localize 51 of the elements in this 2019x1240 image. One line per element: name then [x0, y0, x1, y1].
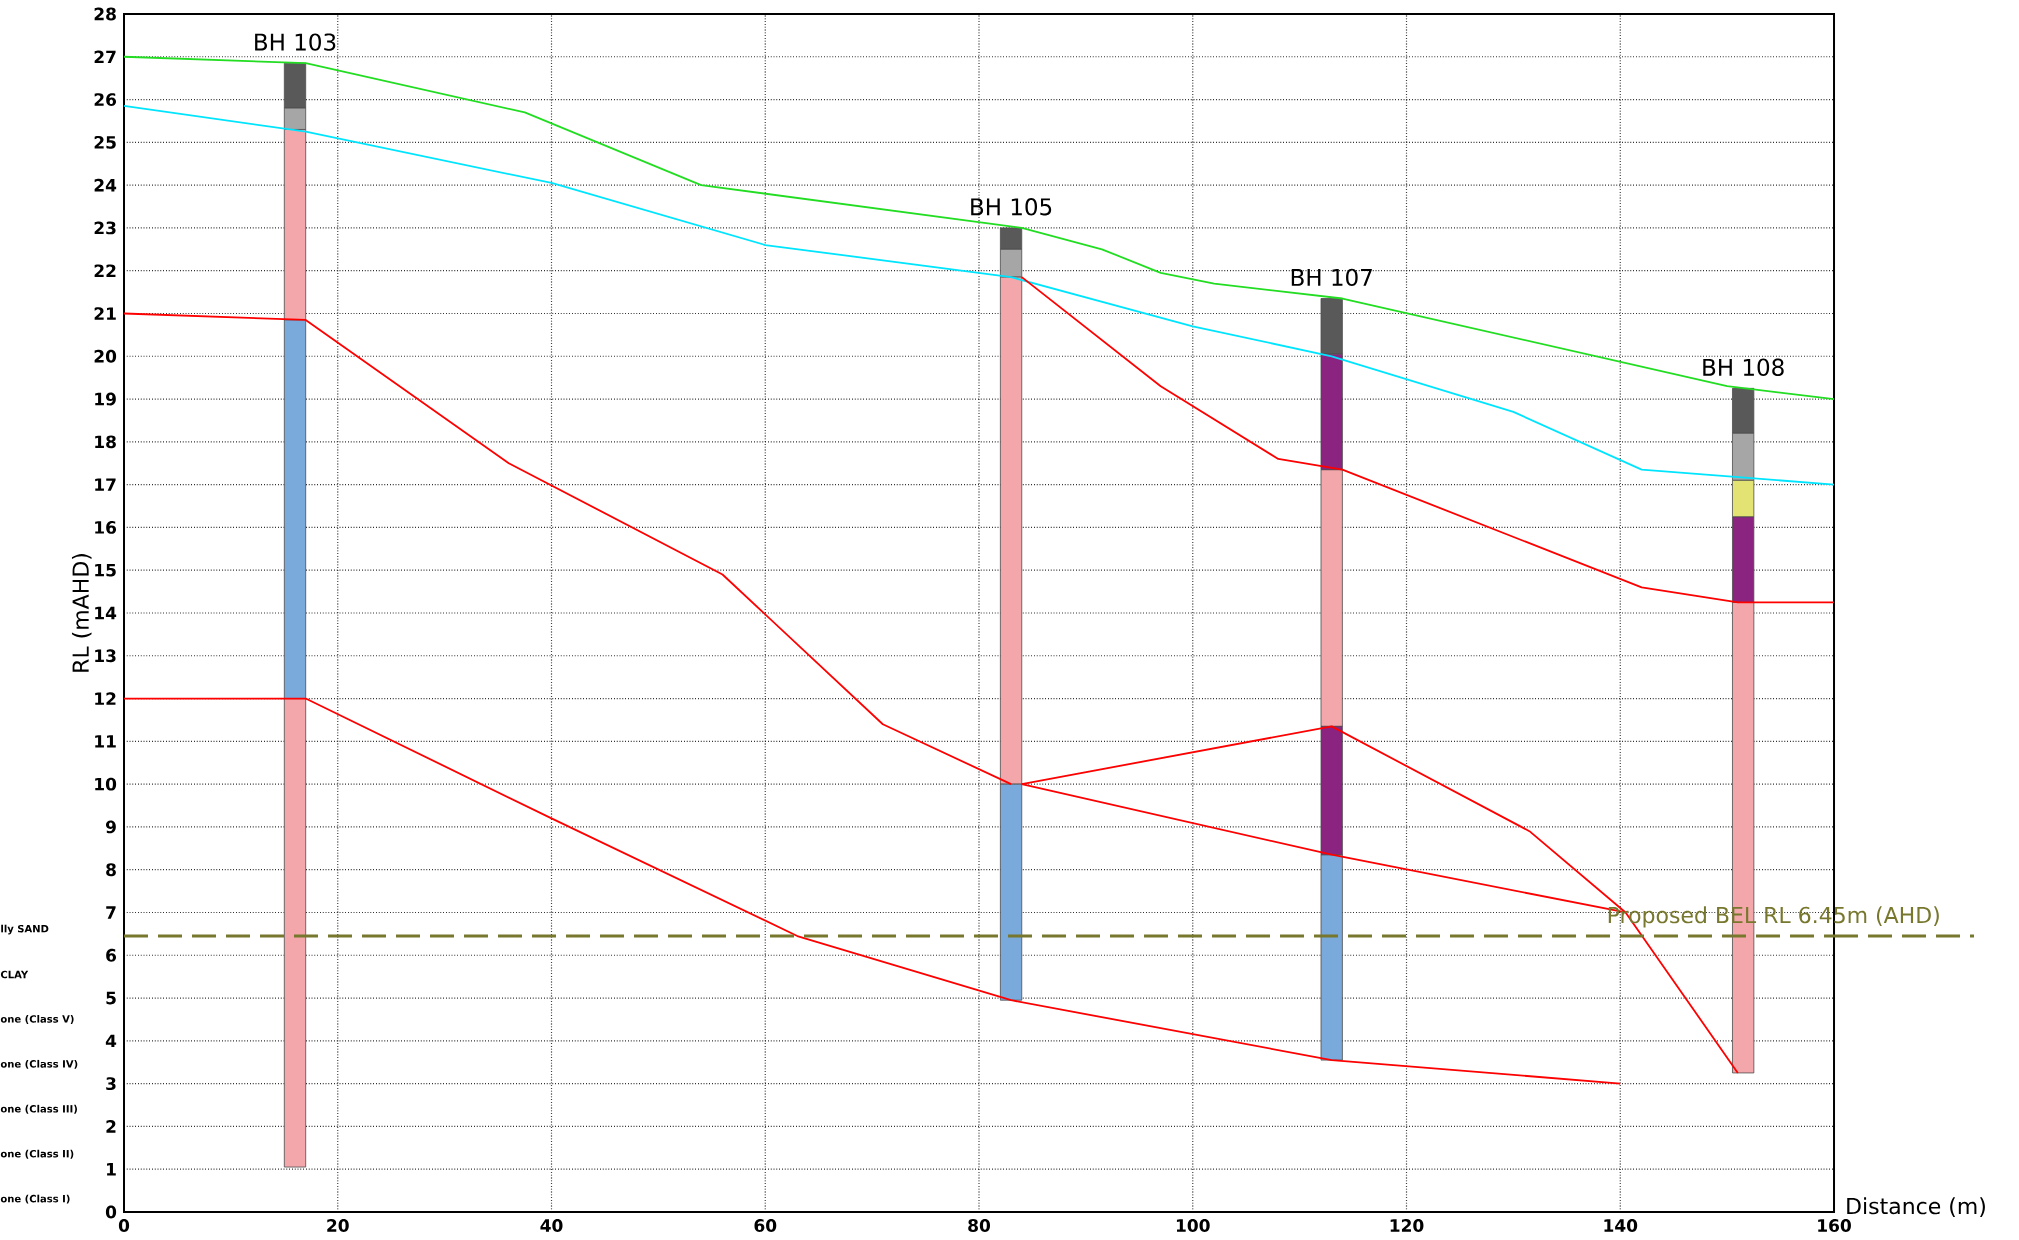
y-tick-label: 5 [106, 991, 116, 1005]
y-tick-label: 0 [105, 1205, 117, 1219]
y-axis-title: RL (mAHD) [71, 554, 92, 672]
text: one (Class V) [0, 1015, 74, 1024]
text: one (Class III) [0, 1104, 77, 1114]
y-tick-label: 11 [95, 735, 116, 748]
y-tick-label: 25 [94, 135, 116, 149]
y-tick-label: 10 [95, 777, 117, 791]
y-tick-label: 19 [95, 392, 116, 406]
y-tick-label: 16 [95, 520, 117, 534]
y-tick-label: 7 [106, 906, 116, 919]
text: one (Class IV) [0, 1059, 78, 1069]
annotation: BH 105 [971, 198, 1052, 216]
y-tick-label: 20 [94, 349, 117, 363]
y-tick-label: 12 [95, 692, 116, 705]
y-tick-label: 9 [105, 820, 116, 834]
y-tick-label: 15 [95, 563, 116, 577]
x-axis-title: Distance (m) [1847, 1197, 1985, 1217]
annotation: BH 107 [1291, 268, 1372, 287]
y-tick-label: 13 [95, 649, 116, 663]
y-tick-label: 24 [94, 178, 117, 192]
x-tick-label: 80 [968, 1219, 991, 1232]
x-tick-label: 160 [1818, 1219, 1851, 1232]
x-tick-label: 140 [1604, 1219, 1638, 1232]
annotation: BH 108 [1703, 358, 1784, 376]
x-tick-label: 120 [1390, 1219, 1424, 1232]
text: CLAY [0, 970, 29, 979]
annotation: BH 103 [255, 33, 336, 51]
y-tick-label: 6 [106, 948, 117, 962]
x-tick-label: 0 [118, 1219, 130, 1232]
y-tick-label: 14 [95, 606, 117, 620]
y-tick-label: 21 [94, 307, 116, 320]
x-tick-label: 60 [754, 1219, 777, 1232]
x-tick-label: 40 [540, 1219, 563, 1232]
text: one (Class I) [0, 1194, 70, 1204]
y-tick-label: 3 [106, 1077, 116, 1091]
y-tick-label: 17 [95, 478, 116, 491]
y-tick-label: 23 [94, 221, 116, 235]
y-tick-label: 28 [94, 7, 116, 21]
y-tick-label: 18 [95, 435, 116, 449]
x-tick-label: 20 [327, 1219, 349, 1232]
x-tick-label: 100 [1176, 1219, 1210, 1232]
text: lly SAND [1, 924, 49, 935]
y-tick-label: 22 [94, 264, 116, 277]
text: one (Class II) [0, 1149, 74, 1159]
y-tick-label: 1 [107, 1163, 116, 1176]
y-tick-label: 4 [105, 1034, 117, 1048]
y-tick-label: 2 [106, 1120, 116, 1133]
y-tick-label: 27 [94, 50, 116, 64]
y-tick-label: 8 [106, 863, 116, 877]
y-tick-label: 26 [94, 93, 117, 106]
